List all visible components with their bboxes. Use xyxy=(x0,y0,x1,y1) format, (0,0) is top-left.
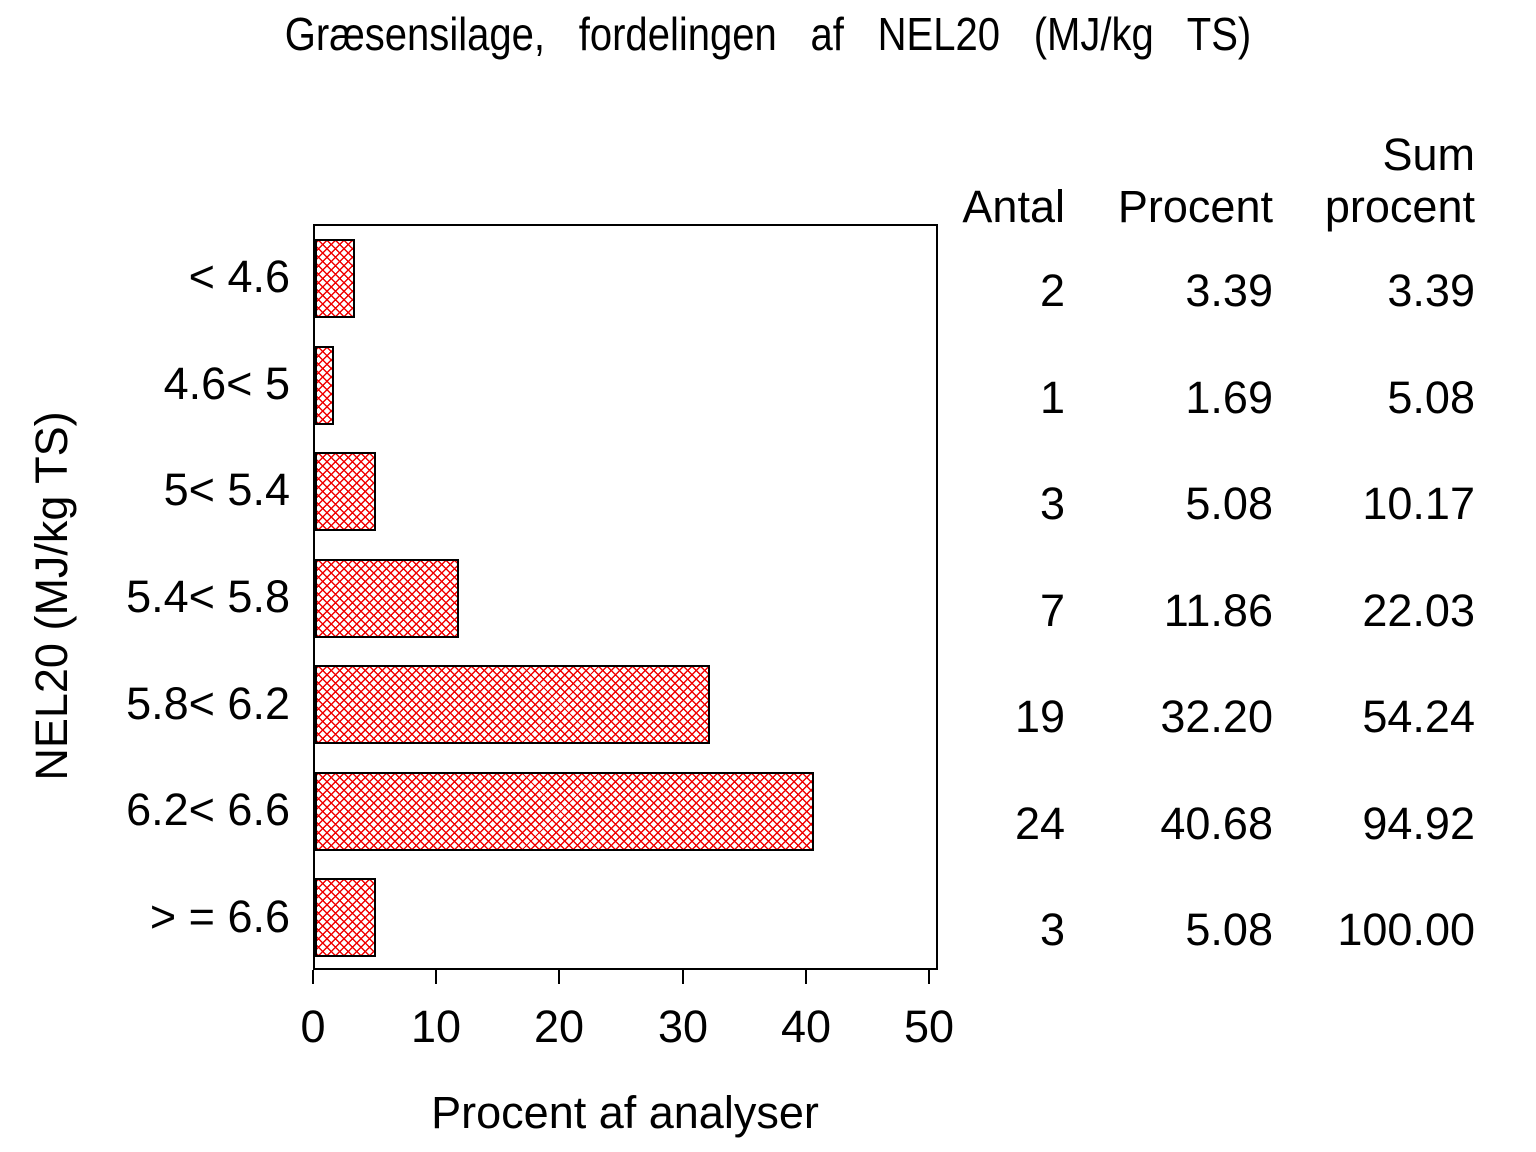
table-row: 2 3.39 3.39 xyxy=(900,268,1475,314)
cell-procent: 5.08 xyxy=(1185,904,1273,955)
bar-5< 5.4 xyxy=(315,452,376,531)
bar-6.2< 6.6 xyxy=(315,772,814,851)
cell-sum-procent: 54.24 xyxy=(1362,691,1475,742)
category-label: < 4.6 xyxy=(188,251,290,302)
cell-procent: 32.20 xyxy=(1160,691,1273,742)
table-row: 3 5.08 100.00 xyxy=(900,907,1475,953)
cell-antal: 3 xyxy=(1039,478,1065,529)
cell-sum-procent: 3.39 xyxy=(1387,265,1475,316)
x-tick-label: 30 xyxy=(657,1001,709,1052)
x-tick-label: 20 xyxy=(533,1001,585,1052)
x-tick-mark xyxy=(805,970,807,984)
x-tick-label: 40 xyxy=(780,1001,832,1052)
cell-antal: 19 xyxy=(1014,691,1065,742)
bar-> = 6.6 xyxy=(315,878,376,957)
table-row: 1 1.69 5.08 xyxy=(900,375,1475,421)
cell-antal: 24 xyxy=(1014,798,1065,849)
category-label: 6.2< 6.6 xyxy=(126,784,290,835)
x-tick-mark xyxy=(435,970,437,984)
x-tick-mark xyxy=(558,970,560,984)
table-row: 19 32.20 54.24 xyxy=(900,694,1475,740)
category-label: > = 6.6 xyxy=(149,891,290,942)
category-label: 4.6< 5 xyxy=(163,358,290,409)
cell-sum-procent: 5.08 xyxy=(1387,372,1475,423)
cell-procent: 3.39 xyxy=(1185,265,1273,316)
cell-sum-procent: 100.00 xyxy=(1337,904,1475,955)
bar-5.8< 6.2 xyxy=(315,665,710,744)
table-row: 7 11.86 22.03 xyxy=(900,588,1475,634)
cell-procent: 40.68 xyxy=(1160,798,1273,849)
category-label: 5.8< 6.2 xyxy=(126,678,290,729)
cell-sum-procent: 10.17 xyxy=(1362,478,1475,529)
x-axis-title: Procent af analyser xyxy=(431,1087,819,1138)
x-tick-label: 0 xyxy=(300,1001,326,1052)
bar-5.4< 5.8 xyxy=(315,559,459,638)
table-header-sum-line1: Sum xyxy=(1382,129,1475,180)
cell-procent: 1.69 xyxy=(1185,372,1273,423)
cell-procent: 5.08 xyxy=(1185,478,1273,529)
cell-antal: 7 xyxy=(1039,585,1065,636)
x-tick-mark xyxy=(682,970,684,984)
chart-title: Græsensilage, fordelingen af NEL20 (MJ/k… xyxy=(284,8,1252,60)
table-header-antal: Antal xyxy=(962,181,1065,232)
table-row: 3 5.08 10.17 xyxy=(900,481,1475,527)
cell-antal: 1 xyxy=(1039,372,1065,423)
table-header-sum-line2: procent xyxy=(1324,181,1475,232)
cell-sum-procent: 22.03 xyxy=(1362,585,1475,636)
category-label: 5< 5.4 xyxy=(163,464,290,515)
bar-< 4.6 xyxy=(315,239,355,318)
table-header-procent: Procent xyxy=(1117,181,1273,232)
x-tick-label: 50 xyxy=(903,1001,955,1052)
bar-4.6< 5 xyxy=(315,346,334,425)
x-tick-mark xyxy=(312,970,314,984)
plot-area xyxy=(313,224,938,970)
cell-antal: 2 xyxy=(1039,265,1065,316)
cell-antal: 3 xyxy=(1039,904,1065,955)
table-row: 24 40.68 94.92 xyxy=(900,801,1475,847)
cell-sum-procent: 94.92 xyxy=(1362,798,1475,849)
table-header: Antal Procent Sum procent xyxy=(900,132,1475,236)
x-tick-mark xyxy=(928,970,930,984)
x-tick-label: 10 xyxy=(410,1001,462,1052)
cell-procent: 11.86 xyxy=(1163,585,1273,636)
category-label: 5.4< 5.8 xyxy=(126,571,290,622)
